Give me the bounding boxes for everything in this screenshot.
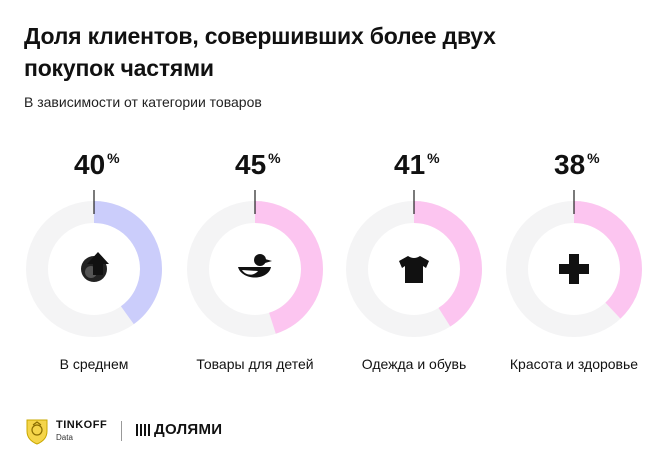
dolyami-logo-icon — [136, 424, 150, 436]
value-label: 40% — [74, 149, 120, 180]
donut-charts: 40% 45% 41% 38% — [26, 149, 642, 337]
value-label: 41% — [394, 149, 440, 180]
duck-icon — [238, 254, 272, 278]
arrow-up-icon — [81, 252, 109, 282]
tinkoff-emblem-icon — [26, 419, 48, 445]
value-label: 45% — [235, 149, 281, 180]
category-label: Одежда и обувь — [361, 356, 467, 372]
tshirt-icon — [399, 256, 429, 283]
chart-subtitle: В зависимости от категории товаров — [24, 94, 262, 110]
category-label: Красота и здоровье — [509, 356, 639, 372]
value-label: 38% — [554, 149, 600, 180]
footer-divider — [121, 421, 122, 441]
footer: TINKOFF Data ДОЛЯМИ — [24, 417, 324, 447]
chart-title: Доля клиентов, совершивших более двух по… — [24, 23, 496, 81]
dolyami-brand: ДОЛЯМИ — [154, 421, 223, 438]
cross-icon — [559, 254, 589, 284]
tinkoff-brand: TINKOFF — [56, 419, 108, 431]
category-label: Товары для детей — [196, 356, 314, 372]
category-label: В среднем — [59, 356, 129, 372]
tinkoff-brand-sub: Data — [56, 433, 73, 442]
